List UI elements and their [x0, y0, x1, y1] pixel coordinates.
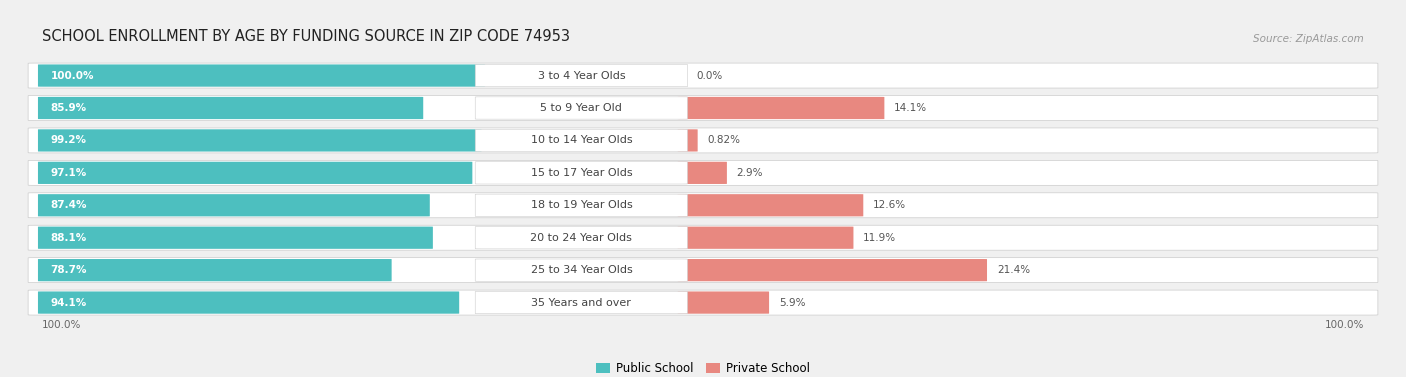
Text: 78.7%: 78.7%	[51, 265, 87, 275]
Legend: Public School, Private School: Public School, Private School	[592, 358, 814, 377]
Text: 15 to 17 Year Olds: 15 to 17 Year Olds	[530, 168, 633, 178]
FancyBboxPatch shape	[38, 162, 472, 184]
FancyBboxPatch shape	[678, 291, 769, 314]
FancyBboxPatch shape	[28, 193, 1378, 218]
FancyBboxPatch shape	[28, 63, 1378, 88]
Text: 100.0%: 100.0%	[51, 70, 94, 81]
FancyBboxPatch shape	[678, 194, 863, 216]
Text: 35 Years and over: 35 Years and over	[531, 297, 631, 308]
Text: 0.0%: 0.0%	[696, 70, 723, 81]
FancyBboxPatch shape	[38, 194, 430, 216]
Text: 25 to 34 Year Olds: 25 to 34 Year Olds	[530, 265, 633, 275]
FancyBboxPatch shape	[678, 129, 697, 152]
FancyBboxPatch shape	[678, 97, 884, 119]
FancyBboxPatch shape	[475, 227, 688, 249]
Text: 12.6%: 12.6%	[873, 200, 907, 210]
Text: Source: ZipAtlas.com: Source: ZipAtlas.com	[1253, 34, 1364, 44]
Text: 99.2%: 99.2%	[51, 135, 87, 146]
FancyBboxPatch shape	[475, 194, 688, 216]
Text: 2.9%: 2.9%	[737, 168, 763, 178]
FancyBboxPatch shape	[38, 97, 423, 119]
Text: 100.0%: 100.0%	[1324, 320, 1364, 330]
Text: 94.1%: 94.1%	[51, 297, 87, 308]
Text: 5 to 9 Year Old: 5 to 9 Year Old	[540, 103, 623, 113]
Text: 20 to 24 Year Olds: 20 to 24 Year Olds	[530, 233, 633, 243]
Text: 14.1%: 14.1%	[894, 103, 928, 113]
FancyBboxPatch shape	[38, 129, 482, 152]
FancyBboxPatch shape	[475, 129, 688, 152]
FancyBboxPatch shape	[28, 95, 1378, 121]
Text: 3 to 4 Year Olds: 3 to 4 Year Olds	[537, 70, 626, 81]
FancyBboxPatch shape	[38, 227, 433, 249]
FancyBboxPatch shape	[28, 160, 1378, 185]
Text: 0.82%: 0.82%	[707, 135, 741, 146]
FancyBboxPatch shape	[38, 64, 485, 87]
FancyBboxPatch shape	[28, 225, 1378, 250]
Text: 85.9%: 85.9%	[51, 103, 87, 113]
Text: 97.1%: 97.1%	[51, 168, 87, 178]
FancyBboxPatch shape	[475, 162, 688, 184]
FancyBboxPatch shape	[28, 257, 1378, 283]
Text: 88.1%: 88.1%	[51, 233, 87, 243]
FancyBboxPatch shape	[678, 259, 987, 281]
FancyBboxPatch shape	[475, 291, 688, 314]
FancyBboxPatch shape	[475, 64, 688, 87]
FancyBboxPatch shape	[38, 291, 460, 314]
FancyBboxPatch shape	[678, 162, 727, 184]
FancyBboxPatch shape	[28, 290, 1378, 315]
Text: 18 to 19 Year Olds: 18 to 19 Year Olds	[530, 200, 633, 210]
Text: SCHOOL ENROLLMENT BY AGE BY FUNDING SOURCE IN ZIP CODE 74953: SCHOOL ENROLLMENT BY AGE BY FUNDING SOUR…	[42, 29, 571, 44]
FancyBboxPatch shape	[475, 97, 688, 119]
Text: 100.0%: 100.0%	[42, 320, 82, 330]
Text: 87.4%: 87.4%	[51, 200, 87, 210]
Text: 11.9%: 11.9%	[863, 233, 897, 243]
FancyBboxPatch shape	[678, 227, 853, 249]
Text: 10 to 14 Year Olds: 10 to 14 Year Olds	[530, 135, 633, 146]
FancyBboxPatch shape	[475, 259, 688, 281]
FancyBboxPatch shape	[28, 128, 1378, 153]
Text: 5.9%: 5.9%	[779, 297, 806, 308]
Text: 21.4%: 21.4%	[997, 265, 1031, 275]
FancyBboxPatch shape	[38, 259, 392, 281]
